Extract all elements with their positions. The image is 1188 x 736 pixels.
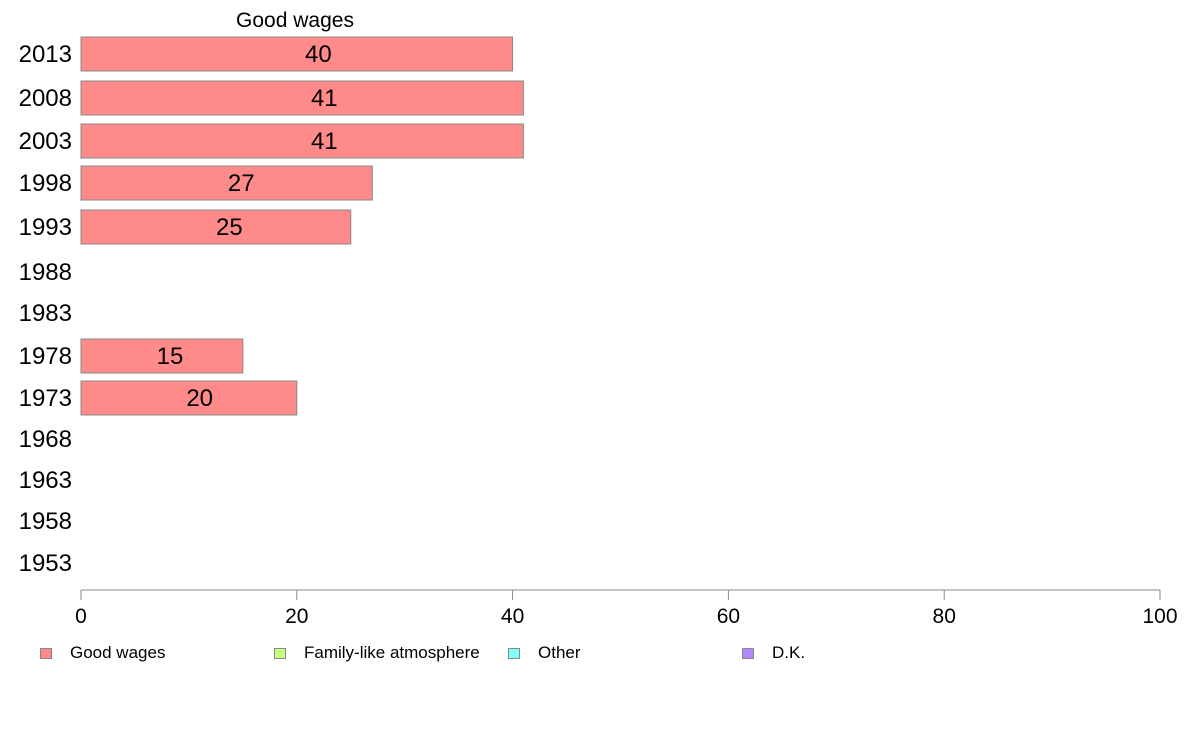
category-label-1973: 1973	[19, 385, 72, 412]
category-label-1988: 1988	[19, 259, 72, 286]
legend-item-family-like-atmosphere: Family-like atmosphere	[274, 640, 480, 666]
legend-swatch-dk	[742, 647, 754, 659]
legend-label-family-like-atmosphere: Family-like atmosphere	[304, 643, 480, 662]
x-tick-label-0: 0	[75, 605, 87, 628]
legend: Good wages Family-like atmosphere Other …	[0, 640, 1188, 666]
x-axis: 0 20 40 60 80 100	[75, 589, 1178, 628]
bar-good-wages-1998	[80, 165, 373, 201]
category-label-2008: 2008	[19, 85, 72, 112]
bar-good-wages-2008	[80, 80, 524, 116]
category-label-1978: 1978	[19, 343, 72, 370]
category-label-2013: 2013	[19, 41, 72, 68]
category-label-1958: 1958	[19, 508, 72, 535]
x-tick-label-80: 80	[933, 605, 956, 628]
legend-label-good-wages: Good wages	[70, 643, 166, 662]
category-label-1963: 1963	[19, 467, 72, 494]
category-label-1993: 1993	[19, 214, 72, 241]
legend-item-dk: D.K.	[742, 640, 805, 666]
category-label-2003: 2003	[19, 128, 72, 155]
legend-item-other: Other	[508, 640, 581, 666]
bar-good-wages-1978	[80, 338, 244, 374]
bar-label-2013: 40	[305, 41, 332, 68]
chart-title: Good wages	[236, 9, 354, 32]
bar-label-1973: 20	[186, 385, 213, 412]
bar-label-2008: 41	[311, 85, 338, 112]
legend-label-dk: D.K.	[772, 643, 806, 662]
x-tick-label-60: 60	[717, 605, 740, 628]
legend-swatch-family-like-atmosphere	[274, 647, 286, 659]
x-tick-label-20: 20	[285, 605, 308, 628]
category-labels: 2013 2008 2003 1998 1993 1988 1983 1978 1973 1968…	[19, 41, 72, 577]
bar-good-wages-2003	[80, 123, 524, 159]
bar-good-wages-2013	[80, 36, 514, 72]
legend-swatch-other	[508, 647, 520, 659]
legend-label-other: Other	[538, 643, 581, 662]
x-tick-label-40: 40	[501, 605, 524, 628]
legend-item-good-wages: Good wages	[40, 640, 165, 666]
category-label-1953: 1953	[19, 550, 72, 577]
bar-label-1978: 15	[157, 343, 184, 370]
bar-label-1998: 27	[228, 170, 255, 197]
category-label-1983: 1983	[19, 300, 72, 327]
bar-label-2003: 41	[311, 128, 338, 155]
category-label-1998: 1998	[19, 170, 72, 197]
bar-good-wages-1993	[80, 209, 352, 245]
legend-swatch-good-wages	[40, 647, 52, 659]
bar-label-1993: 25	[216, 214, 243, 241]
bar-good-wages-1973	[80, 380, 298, 416]
x-tick-label-100: 100	[1142, 605, 1177, 628]
category-label-1968: 1968	[19, 426, 72, 453]
